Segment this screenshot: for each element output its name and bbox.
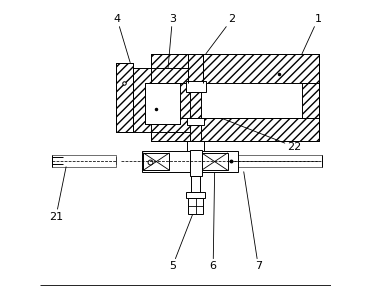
Bar [190,92,201,118]
Text: 22: 22 [206,112,302,152]
Text: 3: 3 [168,14,176,69]
Bar [52,155,116,167]
Text: 5: 5 [169,214,193,271]
Bar [151,83,162,118]
Bar [229,156,322,166]
Bar [151,118,319,141]
Bar [190,150,202,176]
Bar [229,158,322,164]
Bar [116,63,133,132]
Text: 2: 2 [206,14,236,54]
Bar [201,153,228,170]
Bar [145,83,180,124]
Bar [162,83,302,118]
Text: 1: 1 [302,14,322,54]
Bar [52,157,116,164]
Bar [188,198,203,214]
Bar [302,83,319,118]
Text: 7: 7 [244,172,262,271]
Text: 4: 4 [114,14,130,63]
Text: 6: 6 [210,172,217,271]
Bar [142,151,238,172]
Text: 21: 21 [49,167,66,222]
Bar [186,81,206,92]
Bar [151,54,319,83]
Bar [187,141,204,151]
Bar [186,192,205,198]
Bar [143,153,170,170]
Bar [191,176,200,192]
Bar [190,125,201,141]
Bar [187,118,204,125]
Bar [188,54,203,83]
Bar [133,69,191,132]
